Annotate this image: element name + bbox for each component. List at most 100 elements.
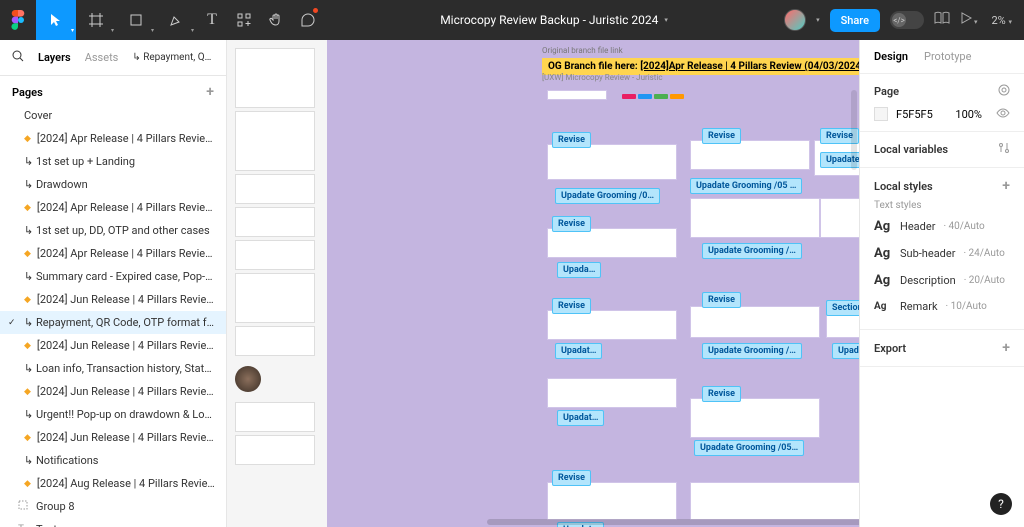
present-icon[interactable]: ▾ [960, 12, 978, 28]
page-item[interactable]: ↳ Loan info, Transaction history, Statem… [0, 357, 226, 380]
banner-breadcrumb: [UXW] Microcopy Review - Juristic [542, 73, 663, 82]
annotation-tag[interactable]: Upadat… [555, 343, 602, 359]
comment-tool-icon[interactable] [292, 0, 324, 40]
frame-tool-icon[interactable]: ▾ [76, 0, 116, 40]
pen-tool-icon[interactable]: ▾ [156, 0, 196, 40]
page-item[interactable]: ◆[2024] Apr Release | 4 Pillars Review (… [0, 127, 226, 150]
design-frame[interactable] [547, 228, 677, 258]
page-item[interactable]: ◆[2024] Jun Release | 4 Pillars Review (… [0, 380, 226, 403]
annotation-tag[interactable]: Revise [552, 132, 591, 148]
design-frame[interactable] [826, 314, 859, 338]
text-tool-icon[interactable]: T [196, 0, 228, 40]
annotation-tag[interactable]: Upadate Grooming /… [702, 343, 802, 359]
annotation-tag[interactable]: Revise [552, 470, 591, 486]
tab-design[interactable]: Design [874, 50, 908, 63]
design-frame[interactable] [547, 482, 677, 520]
annotation-tag[interactable]: Upadate Grooming /… [702, 243, 802, 259]
tab-layers[interactable]: Layers [38, 51, 71, 64]
design-frame[interactable] [690, 306, 820, 338]
design-frame[interactable] [547, 378, 677, 408]
hand-tool-icon[interactable] [260, 0, 292, 40]
help-button[interactable]: ? [990, 493, 1012, 515]
text-style-row[interactable]: AgHeader · 40/Auto [874, 213, 1010, 240]
annotation-tag[interactable]: Revise [552, 216, 591, 232]
design-frame[interactable] [547, 310, 677, 340]
bg-opacity[interactable]: 100% [955, 108, 982, 121]
visibility-icon[interactable] [996, 108, 1010, 121]
page-item[interactable]: ↳ Notifications [0, 449, 226, 472]
add-style-button[interactable]: + [1002, 178, 1010, 194]
page-item[interactable]: ◆[2024] Apr Release | 4 Pillars Review (… [0, 196, 226, 219]
share-button[interactable]: Share [830, 9, 880, 32]
variable-settings-icon[interactable] [998, 142, 1010, 157]
tab-assets[interactable]: Assets [85, 51, 119, 64]
design-frame[interactable] [547, 90, 607, 100]
move-tool-icon[interactable]: ▾ [36, 0, 76, 40]
page-item[interactable]: ◆[2024] Jun Release | 4 Pillars Review (… [0, 288, 226, 311]
banner-link[interactable]: [2024]Apr Release | 4 Pillars Review (04… [640, 61, 859, 72]
page-item-label: [2024] Aug Release | 4 Pillars Review (2… [37, 477, 216, 490]
add-page-button[interactable]: + [206, 84, 214, 100]
annotation-tag[interactable]: Upadate Grooming /0… [555, 188, 660, 204]
annotation-tag[interactable]: Revise [552, 298, 591, 314]
design-frame[interactable] [690, 398, 820, 438]
page-breadcrumb[interactable]: ↳ Repayment, QR Code… [132, 52, 214, 63]
page-item[interactable]: ◆[2024] Jun Release | 4 Pillars Review (… [0, 426, 226, 449]
settings-icon[interactable] [998, 84, 1010, 99]
annotation-tag[interactable]: Upadate Grooming /05… [694, 440, 804, 456]
app-toolbar: ▾ ▾ ▾ ▾ T Microcopy Review Backup - Juri… [0, 0, 1024, 40]
annotation-tag[interactable]: Revise [702, 292, 741, 308]
export-section: Export + [860, 330, 1024, 367]
page-item-label: ↳ Urgent!! Pop-up on drawdown & Loan Sum… [24, 408, 216, 421]
annotation-tag[interactable]: Section 13 [826, 300, 859, 316]
layer-item[interactable]: TText [0, 518, 226, 527]
legend-pills [622, 94, 684, 99]
text-style-row[interactable]: AgDescription · 20/Auto [874, 267, 1010, 294]
page-item[interactable]: ◆[2024] Aug Release | 4 Pillars Review (… [0, 472, 226, 495]
bg-color-swatch[interactable] [874, 107, 888, 121]
design-board[interactable]: Original branch file link OG Branch file… [327, 40, 859, 527]
page-item[interactable]: ↳ Drawdown [0, 173, 226, 196]
page-item[interactable]: ◆[2024] Apr Release | 4 Pillars Review (… [0, 242, 226, 265]
canvas[interactable]: Original branch file link OG Branch file… [227, 40, 859, 527]
page-item[interactable]: ◆[2024] Jun Release | 4 Pillars Review (… [0, 334, 226, 357]
horizontal-scrollbar[interactable] [487, 519, 859, 525]
text-style-row[interactable]: AgRemark · 10/Auto [874, 294, 1010, 319]
page-item[interactable]: ✓↳ Repayment, QR Code, OTP format for SM… [0, 311, 226, 334]
annotation-tag[interactable]: Upada… [557, 262, 601, 278]
search-icon[interactable] [12, 50, 24, 65]
annotation-tag[interactable]: Revise [702, 128, 741, 144]
shape-tool-icon[interactable]: ▾ [116, 0, 156, 40]
text-style-preview-icon: Ag [874, 219, 892, 234]
dev-mode-toggle[interactable]: </> [890, 11, 924, 29]
annotation-tag[interactable]: Upadat… [832, 343, 859, 359]
add-export-button[interactable]: + [1002, 340, 1010, 356]
design-frame[interactable] [690, 482, 859, 520]
user-avatar[interactable] [784, 9, 806, 31]
annotation-tag[interactable]: Upadat… [557, 410, 604, 426]
annotation-tag[interactable]: Revise [702, 386, 741, 402]
page-item[interactable]: ↳ Urgent!! Pop-up on drawdown & Loan Sum… [0, 403, 226, 426]
design-frame[interactable] [820, 198, 859, 238]
design-frame[interactable] [690, 198, 820, 238]
page-item[interactable]: ↳ 1st set up, DD, OTP and other cases [0, 219, 226, 242]
chevron-down-icon[interactable]: ▾ [816, 16, 820, 24]
text-style-row[interactable]: AgSub-header · 24/Auto [874, 240, 1010, 267]
diamond-icon: ◆ [24, 203, 31, 213]
annotation-tag[interactable]: Upadate Grooming /05 … [690, 178, 802, 194]
design-frame[interactable] [547, 144, 677, 180]
bg-color-hex[interactable]: F5F5F5 [896, 108, 933, 121]
page-item[interactable]: Cover [0, 104, 226, 127]
document-title[interactable]: Microcopy Review Backup - Juristic 2024 … [324, 13, 784, 27]
vertical-scrollbar[interactable] [851, 90, 857, 170]
resources-icon[interactable] [228, 0, 260, 40]
layer-item[interactable]: Group 8 [0, 495, 226, 518]
figma-menu-icon[interactable] [0, 0, 36, 40]
page-item[interactable]: ↳ 1st set up + Landing [0, 150, 226, 173]
text-style-preview-icon: Ag [874, 273, 892, 288]
page-item[interactable]: ↳ Summary card - Expired case, Pop-up - … [0, 265, 226, 288]
tab-prototype[interactable]: Prototype [924, 50, 971, 63]
library-icon[interactable] [934, 11, 950, 29]
zoom-level[interactable]: 2% ▾ [992, 14, 1013, 27]
design-frame[interactable] [690, 140, 810, 170]
